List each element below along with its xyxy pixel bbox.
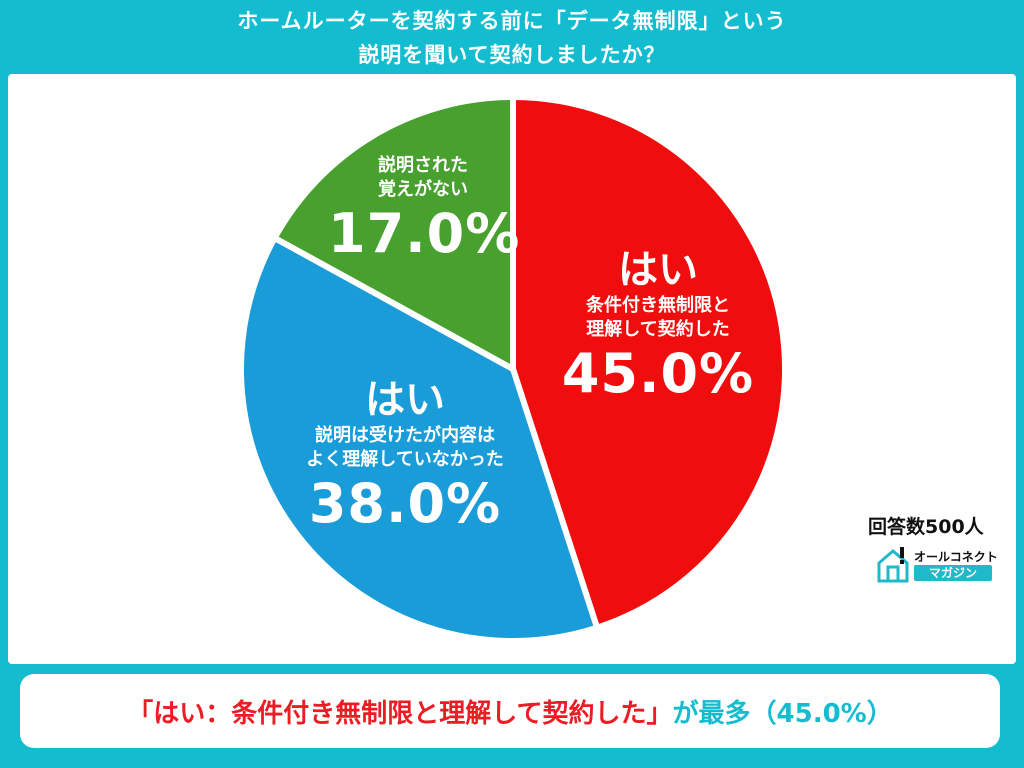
slice-label-no-memory: 説明された 覚えがない 17.0% xyxy=(328,154,521,266)
respondent-count: 回答数500人 xyxy=(868,516,984,538)
house-icon xyxy=(876,547,910,587)
slice-head: はい xyxy=(618,247,698,293)
slice-sub-2: 覚えがない xyxy=(378,179,468,200)
slice-percent: 17.0% xyxy=(328,202,521,265)
brand-name-bottom: マガジン xyxy=(914,565,992,581)
slice-sub-2: よく理解していなかった xyxy=(306,449,504,470)
pie-slice-yes-understood xyxy=(510,94,789,631)
pie-slice-no-memory xyxy=(271,94,516,372)
slice-sub-1: 説明は受けたが内容は xyxy=(315,425,495,446)
title-line-1: ホームルーターを契約する前に「データ無制限」という xyxy=(237,9,787,33)
brand-logo: オールコネクト マガジン xyxy=(876,545,998,585)
slice-head: はい xyxy=(365,377,445,423)
brand-name-top: オールコネクト xyxy=(914,550,998,564)
slice-sub-1: 説明された xyxy=(378,155,468,176)
slice-percent: 38.0% xyxy=(308,472,502,535)
banner-highlight: 「はい：条件付き無制限と理解して契約した」 xyxy=(127,698,673,729)
chart-panel: はい 条件付き無制限と 理解して契約した 45.0% はい 説明は受けたが内容は… xyxy=(8,74,1016,664)
slice-label-yes-understood: はい 条件付き無制限と 理解して契約した 45.0% xyxy=(532,246,784,406)
result-banner: 「はい：条件付き無制限と理解して契約した」 が最多（45.0%） xyxy=(20,674,1000,748)
slice-sub-2: 理解して契約した xyxy=(586,319,730,340)
slice-percent: 45.0% xyxy=(561,342,755,405)
chart-title: ホームルーターを契約する前に「データ無制限」という 説明を聞いて契約しましたか？ xyxy=(0,4,1024,72)
pie-slice-yes-not-understood xyxy=(237,234,601,644)
banner-rest: が最多（45.0%） xyxy=(672,698,893,729)
slice-label-yes-not-understood: はい 説明は受けたが内容は よく理解していなかった 38.0% xyxy=(260,376,550,536)
slice-sub-1: 条件付き無制限と xyxy=(586,295,730,316)
title-line-2: 説明を聞いて契約しましたか？ xyxy=(358,43,666,67)
pie-chart xyxy=(237,94,789,644)
